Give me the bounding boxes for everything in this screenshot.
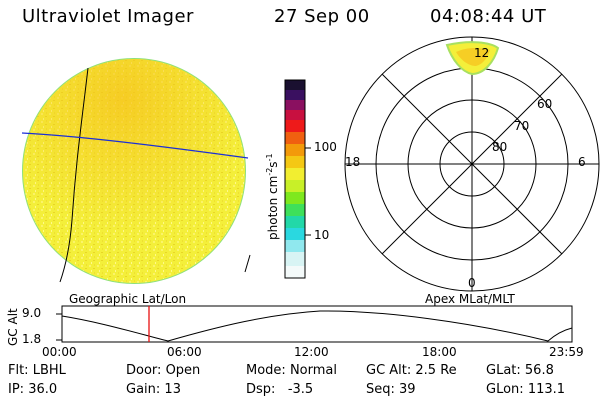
altitude-plot	[56, 305, 573, 343]
time-label: 04:08:44 UT	[430, 6, 547, 27]
altitude-right-title: Apex MLat/MLT	[425, 292, 515, 306]
altitude-xtick-1800: 18:00	[422, 345, 457, 359]
colorbar-tick-100: 100	[314, 140, 337, 154]
mlt-label-6: 6	[578, 155, 586, 169]
status-ip: IP: 36.0	[8, 382, 58, 397]
status-dsp: Dsp: -3.5	[246, 382, 314, 397]
altitude-xtick-0600: 06:00	[167, 345, 202, 359]
mlt-label-12: 12	[474, 46, 490, 60]
colorbar-unit-label: photon cm-2s-1	[265, 153, 280, 240]
altitude-xtick-0000: 00:00	[42, 345, 77, 359]
instrument-title: Ultraviolet Imager	[22, 6, 194, 27]
status-door: Door: Open	[126, 363, 201, 378]
date-label: 27 Sep 00	[274, 6, 370, 27]
longitude-line	[59, 67, 89, 283]
colorbar	[284, 79, 311, 279]
status-gain: Gain: 13	[126, 382, 181, 397]
latitude-line	[21, 132, 249, 159]
status-flt: Flt: LBHL	[8, 363, 66, 378]
mlat-label-60: 60	[537, 97, 553, 111]
mlt-label-18: 18	[345, 155, 361, 169]
mlat-label-70: 70	[514, 119, 530, 133]
altitude-xtick-1200: 12:00	[294, 345, 329, 359]
altitude-ylabel: GC Alt	[6, 308, 20, 346]
status-gc-alt: GC Alt: 2.5 Re	[366, 363, 457, 378]
altitude-ytick-1-8: 1.8	[22, 332, 42, 346]
altitude-left-title: Geographic Lat/Lon	[69, 292, 187, 306]
status-seq: Seq: 39	[366, 382, 416, 397]
polar-grid	[344, 36, 600, 292]
altitude-xtick-2359: 23:59	[549, 345, 584, 359]
altitude-ytick-9: 9.0	[22, 306, 42, 320]
status-glon: GLon: 113.1	[486, 382, 566, 397]
mlat-label-80: 80	[492, 140, 508, 154]
status-glat: GLat: 56.8	[486, 363, 554, 378]
status-mode: Mode: Normal	[246, 363, 337, 378]
colorbar-tick-10: 10	[314, 228, 330, 242]
mlt-label-0: 0	[468, 276, 476, 290]
